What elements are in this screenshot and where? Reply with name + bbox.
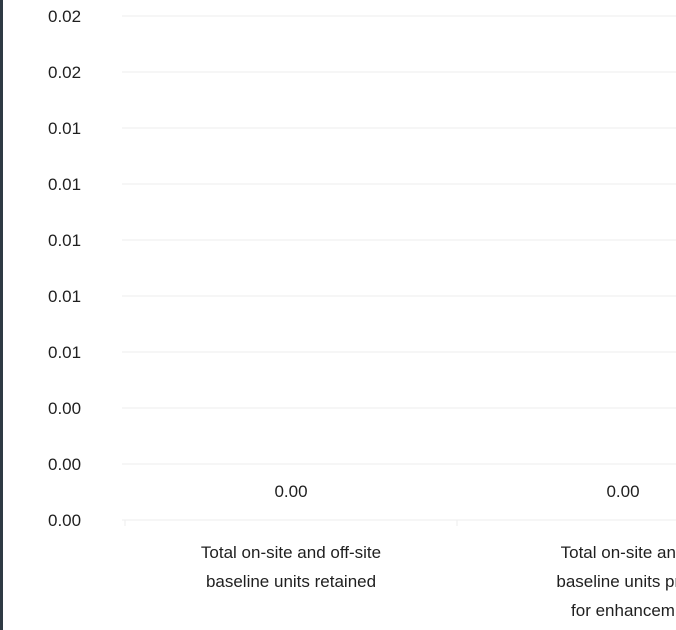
gridlines bbox=[122, 15, 676, 526]
y-tick-label: 0.02 bbox=[48, 7, 81, 26]
x-category-label: baseline units retained bbox=[206, 572, 376, 591]
y-tick-label: 0.00 bbox=[48, 511, 81, 530]
data-label: 0.00 bbox=[606, 482, 639, 501]
y-tick-label: 0.01 bbox=[48, 287, 81, 306]
y-tick-label: 0.00 bbox=[48, 455, 81, 474]
y-tick-label: 0.00 bbox=[48, 399, 81, 418]
y-tick-label: 0.01 bbox=[48, 119, 81, 138]
x-category-label: Total on-site and off-site bbox=[201, 543, 381, 562]
x-category-label: for enhancem bbox=[571, 601, 675, 620]
panel-left-border bbox=[0, 0, 3, 630]
y-axis-tick-labels: 0.02 0.02 0.01 0.01 0.01 0.01 0.01 0.00 0.00 0.00 bbox=[48, 7, 81, 530]
y-tick-label: 0.01 bbox=[48, 231, 81, 250]
x-category-label: Total on-site and bbox=[561, 543, 676, 562]
y-tick-label: 0.01 bbox=[48, 175, 81, 194]
y-tick-label: 0.01 bbox=[48, 343, 81, 362]
x-category-label: baseline units pro bbox=[556, 572, 676, 591]
x-axis-category-labels: Total on-site and off-site baseline units… bbox=[201, 543, 676, 620]
data-labels: 0.00 0.00 bbox=[274, 482, 639, 501]
y-tick-label: 0.02 bbox=[48, 63, 81, 82]
data-label: 0.00 bbox=[274, 482, 307, 501]
